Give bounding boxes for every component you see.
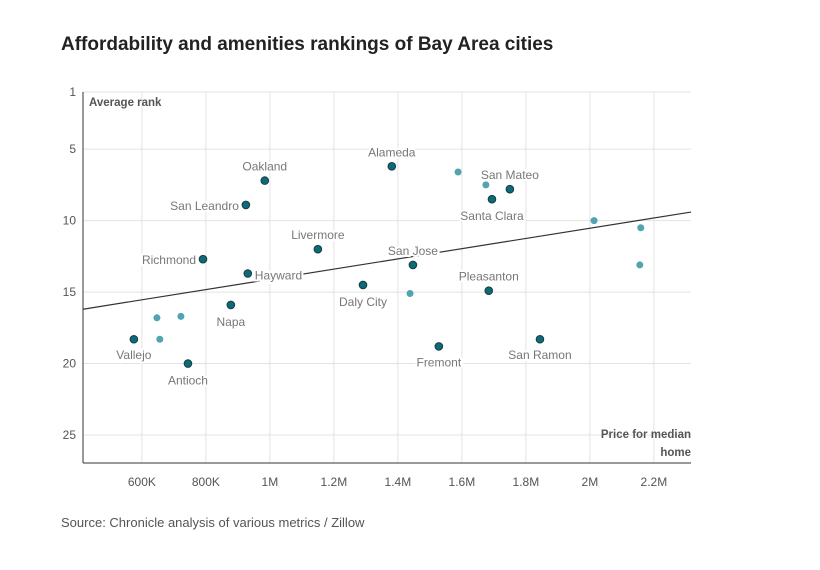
point-label: Alameda	[368, 145, 416, 159]
data-point-richmond	[198, 254, 208, 264]
data-point	[406, 290, 414, 298]
y-axis-label: Average rank	[89, 97, 162, 109]
point-label: San Jose	[388, 244, 438, 258]
data-point	[156, 335, 164, 343]
x-tick-label: 600K	[128, 475, 156, 489]
data-point-hayward	[243, 269, 253, 278]
point-label: Pleasanton	[459, 270, 519, 284]
point-label: San Ramon	[508, 348, 571, 362]
data-point-santa-clara	[487, 194, 497, 204]
data-point-san-mateo	[505, 184, 515, 194]
x-tick-label: 800K	[192, 475, 220, 489]
x-tick-label: 1.4M	[385, 475, 412, 489]
x-tick-label: 1.8M	[513, 475, 540, 489]
data-point-antioch	[183, 359, 193, 368]
data-point	[454, 168, 462, 176]
data-point-san-jose	[408, 260, 418, 270]
x-tick-label: 2M	[582, 475, 599, 489]
point-label: Antioch	[168, 374, 208, 388]
data-point	[637, 224, 645, 232]
y-tick-label: 1	[69, 85, 76, 99]
y-tick-label: 10	[63, 214, 77, 228]
data-point	[482, 181, 490, 189]
data-point-fremont	[434, 342, 444, 351]
y-tick-label: 5	[69, 142, 76, 156]
point-label: Hayward	[255, 269, 302, 283]
data-point	[177, 312, 185, 320]
data-point-san-ramon	[535, 334, 545, 344]
point-label: Oakland	[242, 160, 287, 174]
point-label: Vallejo	[116, 348, 151, 362]
point-label: Napa	[216, 315, 245, 329]
x-axis-label-line2: home	[660, 447, 691, 459]
y-tick-label: 15	[63, 285, 77, 299]
y-tick-label: 25	[63, 428, 77, 442]
data-point-napa	[226, 300, 236, 310]
x-tick-label: 1.2M	[321, 475, 348, 489]
x-tick-label: 1.6M	[449, 475, 476, 489]
x-axis-label-line1: Price for median	[601, 429, 691, 441]
data-point-vallejo	[129, 334, 139, 344]
point-label: San Leandro	[170, 199, 239, 213]
trend-line	[82, 211, 692, 310]
data-point-daly-city	[358, 280, 368, 290]
data-point-oakland	[260, 176, 270, 185]
y-tick-label: 20	[63, 357, 77, 371]
data-point	[153, 314, 161, 322]
point-label: Fremont	[416, 355, 461, 369]
data-point-livermore	[313, 244, 323, 254]
data-point	[590, 217, 598, 225]
point-label: Richmond	[142, 253, 196, 267]
point-label: Santa Clara	[460, 209, 524, 223]
x-tick-label: 1M	[262, 475, 279, 489]
x-tick-label: 2.2M	[641, 475, 668, 489]
data-point	[636, 261, 644, 269]
data-point-san-leandro	[241, 200, 251, 210]
source-note: Source: Chronicle analysis of various me…	[61, 515, 365, 530]
data-point-pleasanton	[484, 286, 494, 295]
point-label: Livermore	[291, 228, 345, 242]
chart-title: Affordability and amenities rankings of …	[61, 34, 554, 55]
point-label: San Mateo	[481, 168, 539, 182]
data-point-alameda	[387, 162, 397, 171]
point-label: Daly City	[339, 295, 387, 309]
